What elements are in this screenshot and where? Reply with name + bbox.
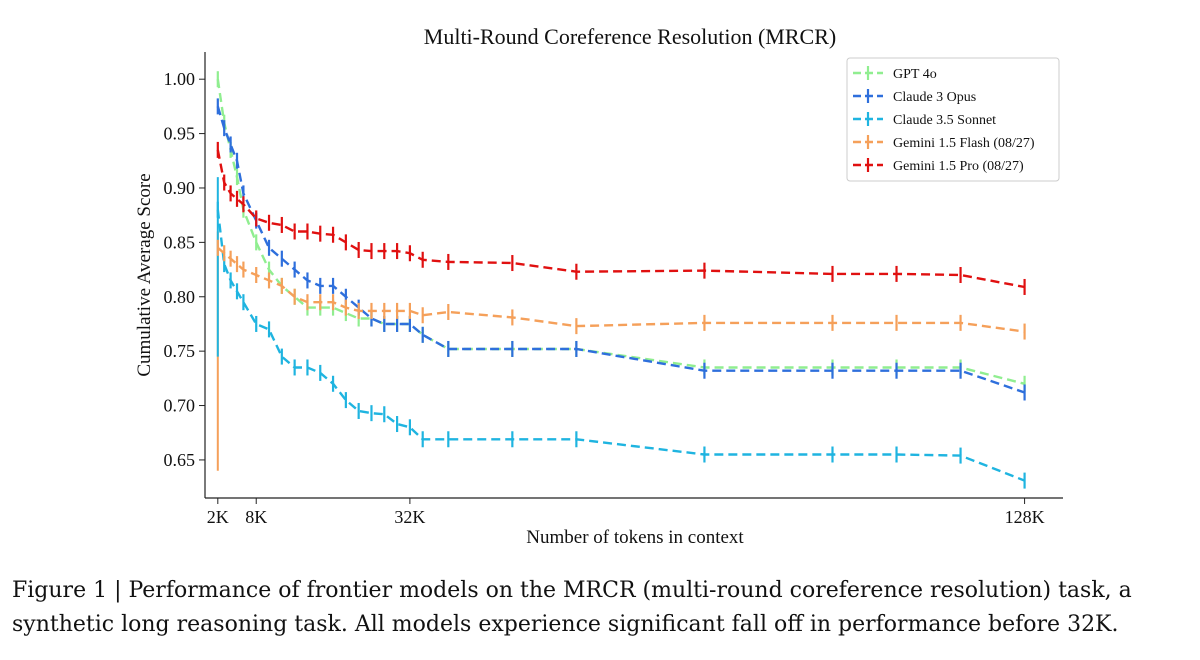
legend-label: GPT 4o: [893, 67, 937, 82]
axes: [199, 52, 1063, 504]
x-tick-label: 8K: [245, 507, 267, 527]
legend: GPT 4o Claude 3 Opus Claude 3.5 Sonnet Gemi…: [846, 57, 1060, 182]
chart-svg: 0.65 0.70 0.75 0.80 0.85 0.90 0.95 1.00 2K 8K 32K 1…: [134, 24, 1063, 548]
series-line: [217, 246, 1025, 333]
series-line: [216, 149, 1025, 289]
y-tick-label: 0.70: [164, 396, 196, 416]
series-group: [216, 239, 1026, 340]
caption-line-2: synthetic long reasoning task. All model…: [12, 612, 1119, 637]
x-tick-label: 128K: [1005, 507, 1045, 527]
tick-labels: 0.65 0.70 0.75 0.80 0.85 0.90 0.95 1.00 2K 8K 32K 1…: [164, 69, 1045, 527]
series-line: [216, 209, 1026, 482]
legend-box: [846, 57, 1060, 182]
y-tick-label: 0.75: [164, 341, 196, 361]
y-tick-label: 0.90: [164, 178, 196, 198]
plot-area: [216, 71, 1026, 489]
x-tick-label: 2K: [207, 507, 229, 527]
series-group: [216, 201, 1026, 489]
y-axis-label: Cumulative Average Score: [134, 173, 155, 376]
x-tick-label: 32K: [394, 507, 425, 527]
figure-caption: Figure 1 | Performance of frontier model…: [12, 574, 1197, 642]
legend-label: Claude 3 Opus: [893, 90, 976, 105]
caption-line-1: Figure 1 | Performance of frontier model…: [12, 578, 1132, 603]
x-axis-label: Number of tokens in context: [526, 527, 744, 548]
legend-label: Gemini 1.5 Pro (08/27): [893, 159, 1024, 174]
y-tick-label: 0.80: [164, 287, 196, 307]
legend-label: Claude 3.5 Sonnet: [893, 113, 996, 128]
y-tick-label: 1.00: [164, 69, 196, 89]
series-line: [216, 79, 1025, 385]
chart-title: Multi-Round Coreference Resolution (MRCR…: [424, 24, 836, 49]
legend-label: Gemini 1.5 Flash (08/27): [893, 136, 1035, 151]
series-group: [216, 141, 1026, 295]
series-line: [216, 106, 1025, 394]
y-tick-label: 0.95: [164, 124, 196, 144]
y-tick-label: 0.85: [164, 232, 196, 252]
y-tick-label: 0.65: [164, 450, 196, 470]
